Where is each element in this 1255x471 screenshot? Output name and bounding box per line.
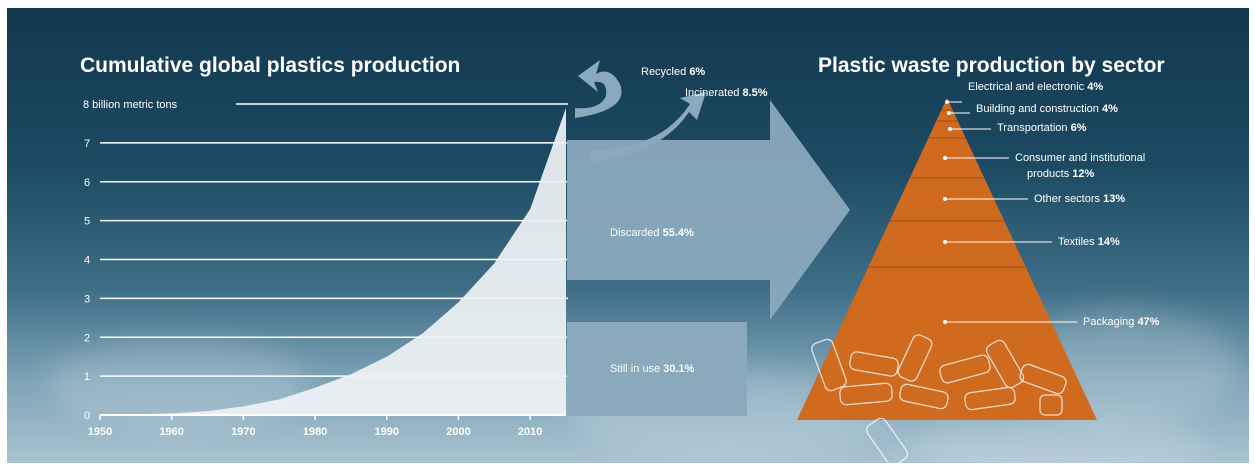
x-tick-label: 1970: [231, 426, 255, 438]
discarded-arrow: [567, 100, 850, 320]
sector-label: Other sectors 13%: [1034, 193, 1125, 205]
still-in-use-label: Still in use 30.1%: [610, 363, 695, 375]
pyramid-body: [797, 98, 1097, 420]
grid: 0 1 2 3 4 5 6 7: [84, 138, 568, 422]
y-tick-label: 6: [84, 177, 90, 189]
x-tick-label: 1990: [375, 426, 399, 438]
x-tick-label: 1960: [159, 426, 183, 438]
y-axis-label: 8 billion metric tons: [83, 99, 178, 111]
y-tick-label: 3: [84, 293, 90, 305]
sector-label: Building and construction 4%: [976, 103, 1118, 115]
bottles-icon: [811, 334, 1067, 467]
incinerated-label: Incinerated 8.5%: [685, 87, 768, 99]
still-in-use-box: [567, 322, 747, 416]
y-tick-label: 7: [84, 138, 90, 150]
x-tick-label: 2010: [518, 426, 542, 438]
flow-arrows: [567, 60, 850, 416]
sector-label: Consumer and institutional: [1015, 152, 1145, 164]
y-tick-label: 0: [84, 410, 90, 422]
sector-label: Textiles 14%: [1058, 236, 1120, 248]
sector-labels: Electrical and electronic 4% Building and…: [943, 81, 1160, 328]
x-tick-label: 2000: [446, 426, 470, 438]
sector-label: Transportation 6%: [997, 122, 1087, 134]
sector-label: Electrical and electronic 4%: [968, 81, 1103, 93]
incinerated-arrow: [590, 92, 706, 162]
x-axis: 1950 1960 1970 1980 1990 2000 2010: [88, 414, 566, 438]
recycled-label: Recycled 6%: [641, 66, 705, 78]
discarded-label: Discarded 55.4%: [610, 227, 694, 239]
y-tick-label: 1: [84, 371, 90, 383]
flow-labels: Recycled 6% Incinerated 8.5% Discarded 5…: [610, 66, 768, 375]
pyramid: [797, 98, 1097, 420]
x-tick-label: 1950: [88, 426, 112, 438]
y-tick-label: 4: [84, 255, 90, 267]
area-series: [100, 107, 566, 416]
sector-label: products 12%: [1027, 168, 1094, 180]
y-tick-label: 2: [84, 332, 90, 344]
pyramid-chart-title: Plastic waste production by sector: [818, 54, 1165, 77]
area-chart-title: Cumulative global plastics production: [80, 54, 460, 77]
recycled-arrow: [575, 60, 622, 118]
sector-label: Packaging 47%: [1083, 316, 1160, 328]
y-tick-label: 5: [84, 216, 90, 228]
x-tick-label: 1980: [303, 426, 327, 438]
